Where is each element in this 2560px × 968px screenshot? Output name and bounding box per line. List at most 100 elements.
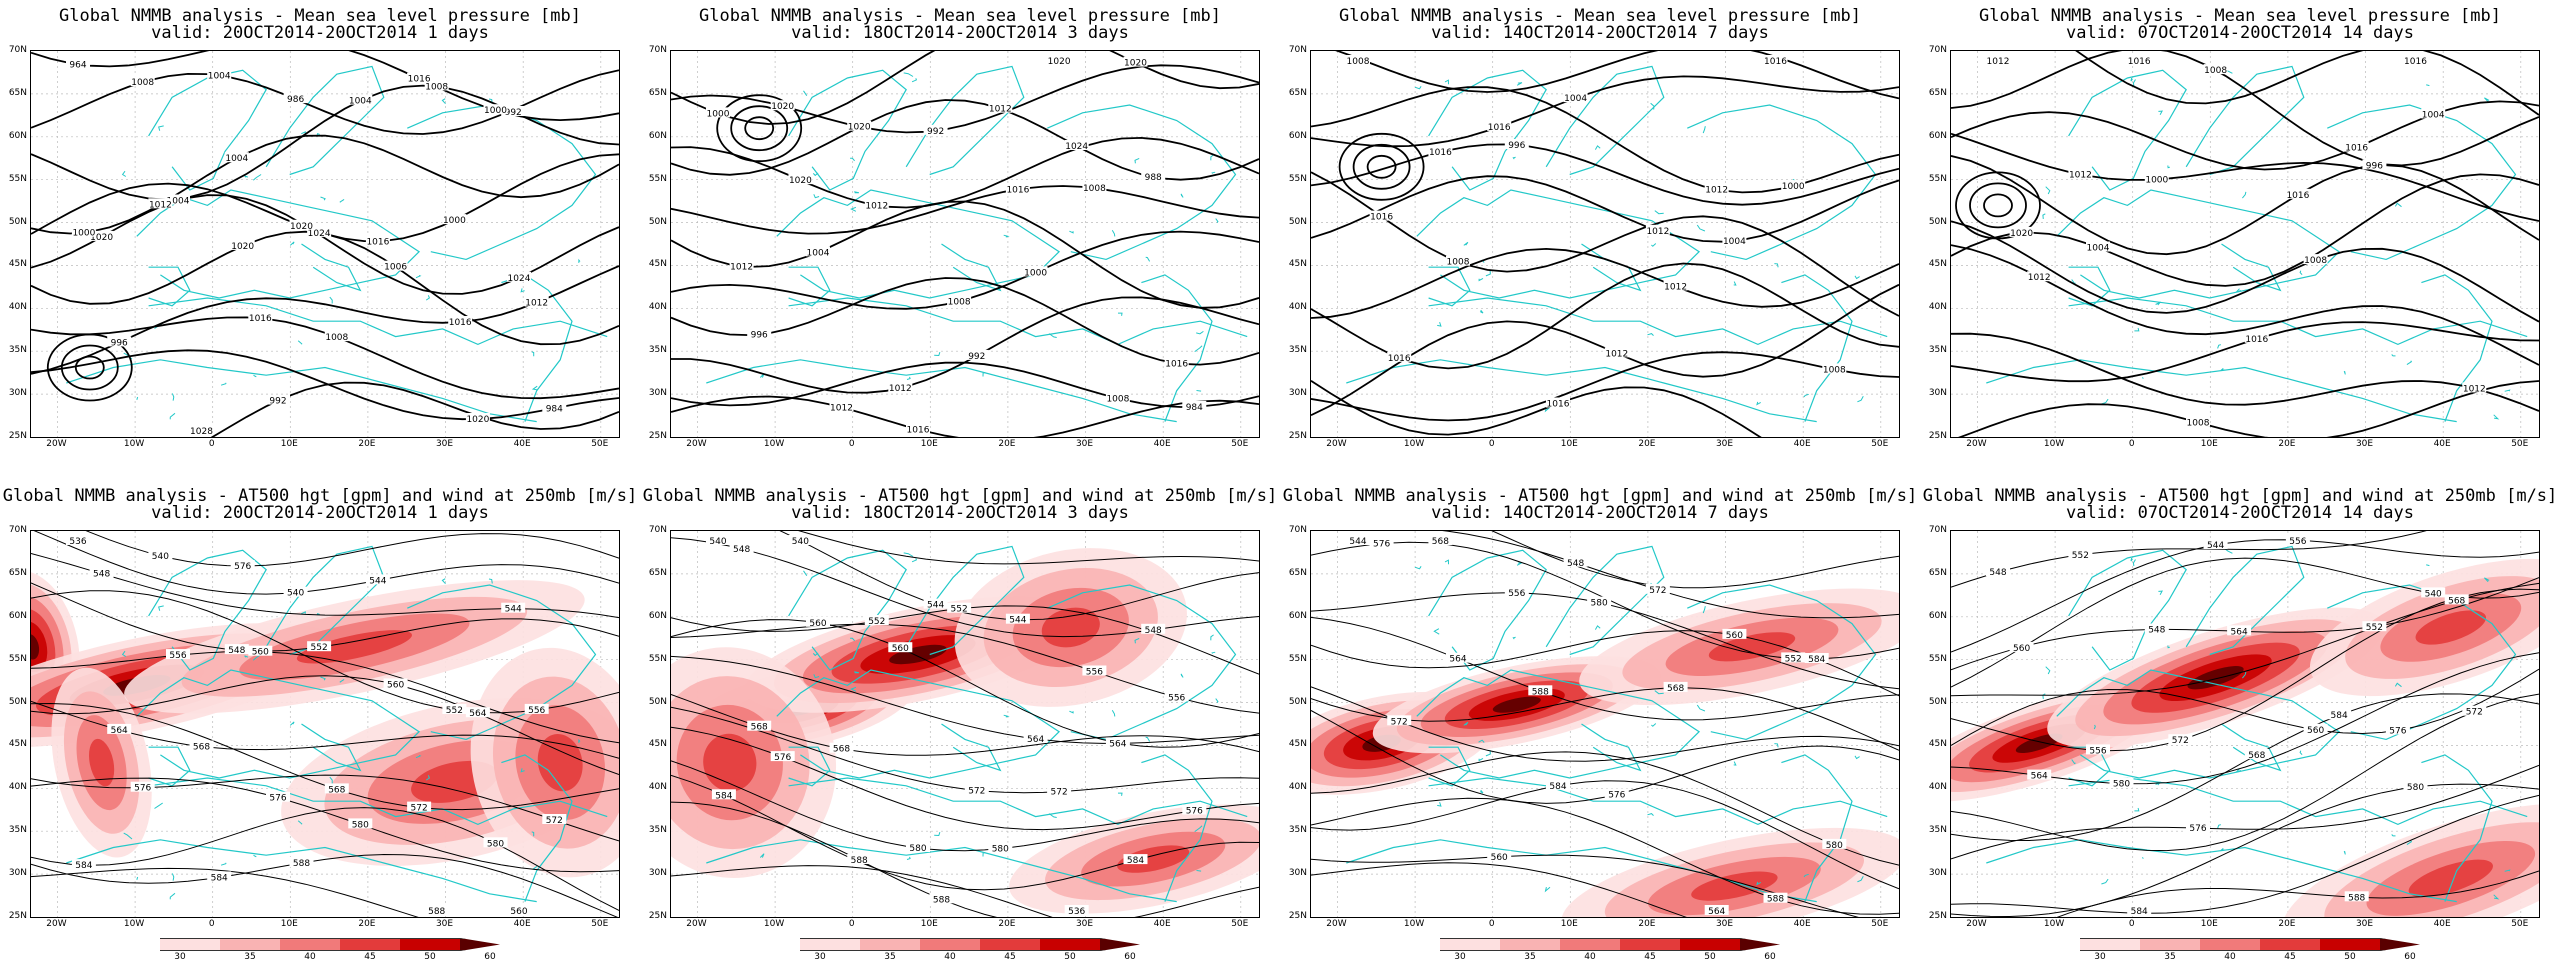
contour-line <box>1311 862 1687 917</box>
contour-label-bg <box>383 678 408 689</box>
coastline-path <box>1428 777 1888 826</box>
contour-line <box>1311 86 1899 194</box>
contour-label: 1012 <box>730 262 753 272</box>
latitude-label: 50N <box>648 216 667 227</box>
coastline-path <box>1986 359 2457 423</box>
contour-labels: 548 544 540 548 552 556 560 564 568 572 576 580 584 5… <box>1986 535 2487 917</box>
coastline-path <box>776 669 1061 779</box>
contour-label-bg <box>2203 539 2228 549</box>
colorbar-tick-label: 60 <box>484 952 496 962</box>
coastline-fragment <box>2426 564 2430 567</box>
contour-line <box>1951 100 2539 171</box>
colorbar-swatch <box>860 938 920 951</box>
coastline-fragment <box>1756 401 1761 406</box>
longitude-label: 40E <box>1793 919 1811 929</box>
contour-label: 544 <box>369 576 386 586</box>
pressure-map: 1000 992 988 1012 1008 1004 1000 996 992 984 1016 1… <box>670 50 1260 438</box>
latitude-label: 30N <box>1928 388 1947 399</box>
contour-label: 576 <box>1186 807 1203 817</box>
coastline-fragment <box>488 578 493 584</box>
coastline-fragment <box>158 125 164 131</box>
longitude-label: 20E <box>998 439 1016 449</box>
longitude-label: 0 <box>2128 439 2135 449</box>
coastline-fragment <box>1003 234 1010 238</box>
coastline-fragment <box>136 876 139 880</box>
contour-label: 548 <box>93 570 110 580</box>
pressure-isobars <box>1311 51 1899 437</box>
contour-label-bg <box>89 567 114 578</box>
contour-label: 560 <box>252 648 269 658</box>
latitude-label: 45N <box>8 739 27 750</box>
contour-label-bg <box>2344 141 2369 152</box>
height-wind-map: 536 540 544 548 552 556 560 564 568 572 576 580 584 5… <box>30 530 620 918</box>
coastline-fragment <box>415 275 422 279</box>
coastline-fragment <box>2493 414 2500 420</box>
coastline-path <box>2421 274 2493 422</box>
coastline-fragment <box>850 686 857 692</box>
coastline-fragment <box>297 820 303 825</box>
contour-label-bg <box>483 837 508 848</box>
contour-label: 580 <box>2407 783 2424 793</box>
coastline-fragment <box>2045 666 2051 675</box>
coastline-path <box>1141 754 1213 902</box>
coastline-fragment <box>1650 102 1655 110</box>
contour-label-bg <box>1064 905 1089 915</box>
contour-label: 548 <box>1989 568 2006 578</box>
latitude-label: 35N <box>648 345 667 356</box>
contour-label-bg <box>1105 737 1130 748</box>
contour-label: 572 <box>1051 788 1068 798</box>
contour-label: 1016 <box>907 425 930 435</box>
colorbar-tick-label: 45 <box>2284 952 2296 962</box>
colorbar-swatch <box>1100 938 1140 951</box>
wind-speed-band <box>1117 845 1190 873</box>
contour-label: 572 <box>1649 586 1666 596</box>
coastline-path <box>407 584 597 741</box>
contour-label: 560 <box>1491 853 1508 863</box>
contour-label: 1000 <box>1782 182 1805 192</box>
longitude-label: 10W <box>2043 439 2065 449</box>
contour-label-bg <box>1047 785 1072 796</box>
contour-label-bg <box>906 842 930 852</box>
contour-label: 556 <box>1508 589 1525 599</box>
contour-label-bg <box>788 174 813 185</box>
coastline-fragment <box>301 131 306 135</box>
latitude-label: 35N <box>1928 825 1947 836</box>
contour-label-bg <box>348 94 373 105</box>
pressure-isobars <box>671 51 1259 437</box>
latitude-label: 40N <box>1288 782 1307 793</box>
contour-label: 584 <box>75 861 92 871</box>
coastline-path <box>2056 189 2341 299</box>
contour-label: 1008 <box>1083 184 1106 194</box>
contour-label-bg <box>729 260 754 271</box>
coastline-fragment <box>1118 792 1123 796</box>
coastline-path <box>1428 266 1471 307</box>
coastline-fragment <box>2235 288 2242 293</box>
panel-title: Global NMMB analysis - AT500 hgt [gpm] a… <box>642 486 1278 506</box>
contour-label: 540 <box>709 537 726 547</box>
longitude-label: 50E <box>1231 919 1249 929</box>
colorbar-tick-label: 35 <box>244 952 256 962</box>
map-canvas: 540 544 548 552 556 560 564 568 572 576 580 584 588 5… <box>671 531 1259 917</box>
contour-label-bg <box>2009 641 2034 652</box>
coastline-fragment <box>1069 710 1074 714</box>
wind-speed-band <box>31 634 40 660</box>
coastline-path <box>148 266 191 307</box>
contour-label-bg <box>71 859 96 870</box>
coastline-fragment <box>154 802 163 809</box>
contour-label-bg <box>1645 224 1670 235</box>
longitude-label: 40E <box>1153 919 1171 929</box>
latitude-label: 30N <box>1288 868 1307 879</box>
longitude-label: 50E <box>2511 439 2529 449</box>
contour-label-bg <box>2344 891 2369 902</box>
wind-speed-band <box>537 733 583 792</box>
panel-valid-date: valid: 20OCT2014-20OCT2014 1 days <box>151 503 489 523</box>
latitude-label: 55N <box>8 173 27 184</box>
colorbar-swatch <box>2320 938 2380 951</box>
contour-label-bg <box>1369 537 1394 548</box>
contour-label: 544 <box>1009 616 1026 626</box>
contour-label: 1008 <box>325 333 348 343</box>
coastline-fragment <box>441 578 446 585</box>
contour-label-bg <box>2168 734 2193 745</box>
coastline-fragment <box>1696 704 1706 712</box>
coastline-fragment <box>854 191 860 194</box>
